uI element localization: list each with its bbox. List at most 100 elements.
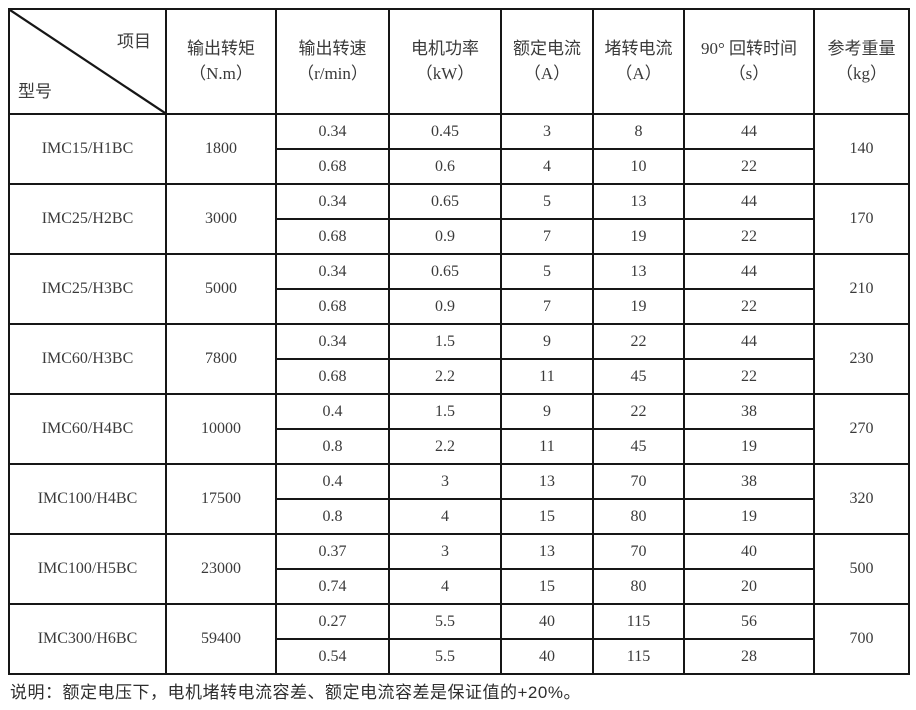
speed-cell: 0.54 bbox=[275, 638, 390, 675]
corner-label-item: 项目 bbox=[117, 32, 151, 51]
stall-current-cell: 80 bbox=[592, 498, 685, 535]
header-row: 项目 型号 输出转矩 （N.m） 输出转速 （r/min） 电机功率 （kW） … bbox=[8, 8, 910, 115]
table-row: 0.74 4 15 80 20 bbox=[9, 568, 909, 605]
power-cell: 0.45 bbox=[388, 113, 502, 150]
model-cell: IMC25/H2BC bbox=[8, 183, 167, 255]
rotation-time-cell: 22 bbox=[683, 288, 815, 325]
rated-current-cell: 15 bbox=[500, 498, 594, 535]
rotation-time-cell: 19 bbox=[683, 428, 815, 465]
rotation-time-cell: 22 bbox=[683, 148, 815, 185]
power-cell: 3 bbox=[388, 463, 502, 500]
rated-current-cell: 5 bbox=[500, 183, 594, 220]
header-motor-power: 电机功率 （kW） bbox=[388, 8, 502, 115]
table-row: IMC15/H1BC 1800 0.34 0.45 3 8 44 140 bbox=[8, 113, 910, 185]
rotation-time-cell: 20 bbox=[683, 568, 815, 605]
rated-current-cell: 9 bbox=[500, 393, 594, 430]
weight-cell: 700 bbox=[813, 603, 910, 675]
rated-current-cell: 7 bbox=[500, 218, 594, 255]
weight-cell: 140 bbox=[813, 113, 910, 185]
stall-current-cell: 80 bbox=[592, 568, 685, 605]
rated-current-cell: 40 bbox=[500, 638, 594, 675]
rotation-time-cell: 44 bbox=[683, 183, 815, 220]
torque-cell: 10000 bbox=[165, 393, 277, 465]
table-row: IMC25/H2BC 3000 0.34 0.65 5 13 44 170 bbox=[8, 183, 910, 255]
rated-current-cell: 3 bbox=[500, 113, 594, 150]
rated-current-cell: 5 bbox=[500, 253, 594, 290]
table-row: IMC60/H3BC 7800 0.34 1.5 9 22 44 230 bbox=[8, 323, 910, 395]
rated-current-cell: 13 bbox=[500, 463, 594, 500]
speed-cell: 0.8 bbox=[275, 428, 390, 465]
rated-current-cell: 15 bbox=[500, 568, 594, 605]
table-row: 0.8 4 15 80 19 bbox=[9, 498, 909, 535]
rated-current-cell: 7 bbox=[500, 288, 594, 325]
torque-cell: 5000 bbox=[165, 253, 277, 325]
weight-cell: 270 bbox=[813, 393, 910, 465]
stall-current-cell: 115 bbox=[592, 603, 685, 640]
model-cell: IMC100/H4BC bbox=[8, 463, 167, 535]
speed-cell: 0.34 bbox=[275, 253, 390, 290]
rated-current-cell: 11 bbox=[500, 428, 594, 465]
stall-current-cell: 22 bbox=[592, 323, 685, 360]
header-output-speed: 输出转速 （r/min） bbox=[275, 8, 390, 115]
power-cell: 5.5 bbox=[388, 603, 502, 640]
stall-current-cell: 19 bbox=[592, 218, 685, 255]
header-output-torque: 输出转矩 （N.m） bbox=[165, 8, 277, 115]
weight-cell: 210 bbox=[813, 253, 910, 325]
table-row: IMC100/H4BC 17500 0.4 3 13 70 38 320 bbox=[8, 463, 910, 535]
table-row: IMC25/H3BC 5000 0.34 0.65 5 13 44 210 bbox=[8, 253, 910, 325]
speed-cell: 0.68 bbox=[275, 358, 390, 395]
model-cell: IMC100/H5BC bbox=[8, 533, 167, 605]
power-cell: 0.6 bbox=[388, 148, 502, 185]
table-row: 0.68 0.9 7 19 22 bbox=[9, 288, 909, 325]
rotation-time-cell: 19 bbox=[683, 498, 815, 535]
table-row: 0.68 2.2 11 45 22 bbox=[9, 358, 909, 395]
torque-cell: 23000 bbox=[165, 533, 277, 605]
power-cell: 1.5 bbox=[388, 323, 502, 360]
rotation-time-cell: 38 bbox=[683, 463, 815, 500]
stall-current-cell: 70 bbox=[592, 463, 685, 500]
weight-cell: 500 bbox=[813, 533, 910, 605]
header-ref-weight: 参考重量 （kg） bbox=[813, 8, 910, 115]
header-stall-current: 堵转电流 （A） bbox=[592, 8, 685, 115]
table-row: 0.68 0.9 7 19 22 bbox=[9, 218, 909, 255]
rotation-time-cell: 56 bbox=[683, 603, 815, 640]
stall-current-cell: 115 bbox=[592, 638, 685, 675]
power-cell: 4 bbox=[388, 568, 502, 605]
rated-current-cell: 9 bbox=[500, 323, 594, 360]
speed-cell: 0.4 bbox=[275, 463, 390, 500]
power-cell: 0.9 bbox=[388, 218, 502, 255]
footnote: 说明：额定电压下，电机堵转电流容差、额定电流容差是保证值的+20%。 bbox=[10, 683, 581, 702]
table-row: 0.54 5.5 40 115 28 bbox=[9, 638, 909, 675]
speed-cell: 0.68 bbox=[275, 148, 390, 185]
weight-cell: 170 bbox=[813, 183, 910, 255]
stall-current-cell: 45 bbox=[592, 428, 685, 465]
rotation-time-cell: 22 bbox=[683, 218, 815, 255]
motor-spec-table: 项目 型号 输出转矩 （N.m） 输出转速 （r/min） 电机功率 （kW） … bbox=[8, 8, 910, 675]
weight-cell: 230 bbox=[813, 323, 910, 395]
rotation-time-cell: 44 bbox=[683, 323, 815, 360]
model-cell: IMC300/H6BC bbox=[8, 603, 167, 675]
stall-current-cell: 45 bbox=[592, 358, 685, 395]
rotation-time-cell: 22 bbox=[683, 358, 815, 395]
power-cell: 0.65 bbox=[388, 253, 502, 290]
weight-cell: 320 bbox=[813, 463, 910, 535]
stall-current-cell: 22 bbox=[592, 393, 685, 430]
table-row: 0.68 0.6 4 10 22 bbox=[9, 148, 909, 185]
power-cell: 2.2 bbox=[388, 358, 502, 395]
table-row: IMC300/H6BC 59400 0.27 5.5 40 115 56 700 bbox=[8, 603, 910, 675]
model-cell: IMC60/H4BC bbox=[8, 393, 167, 465]
power-cell: 1.5 bbox=[388, 393, 502, 430]
speed-cell: 0.34 bbox=[275, 113, 390, 150]
speed-cell: 0.34 bbox=[275, 183, 390, 220]
stall-current-cell: 19 bbox=[592, 288, 685, 325]
speed-cell: 0.37 bbox=[275, 533, 390, 570]
model-cell: IMC15/H1BC bbox=[8, 113, 167, 185]
speed-cell: 0.27 bbox=[275, 603, 390, 640]
rotation-time-cell: 38 bbox=[683, 393, 815, 430]
rated-current-cell: 40 bbox=[500, 603, 594, 640]
rotation-time-cell: 28 bbox=[683, 638, 815, 675]
speed-cell: 0.68 bbox=[275, 288, 390, 325]
power-cell: 4 bbox=[388, 498, 502, 535]
stall-current-cell: 8 bbox=[592, 113, 685, 150]
